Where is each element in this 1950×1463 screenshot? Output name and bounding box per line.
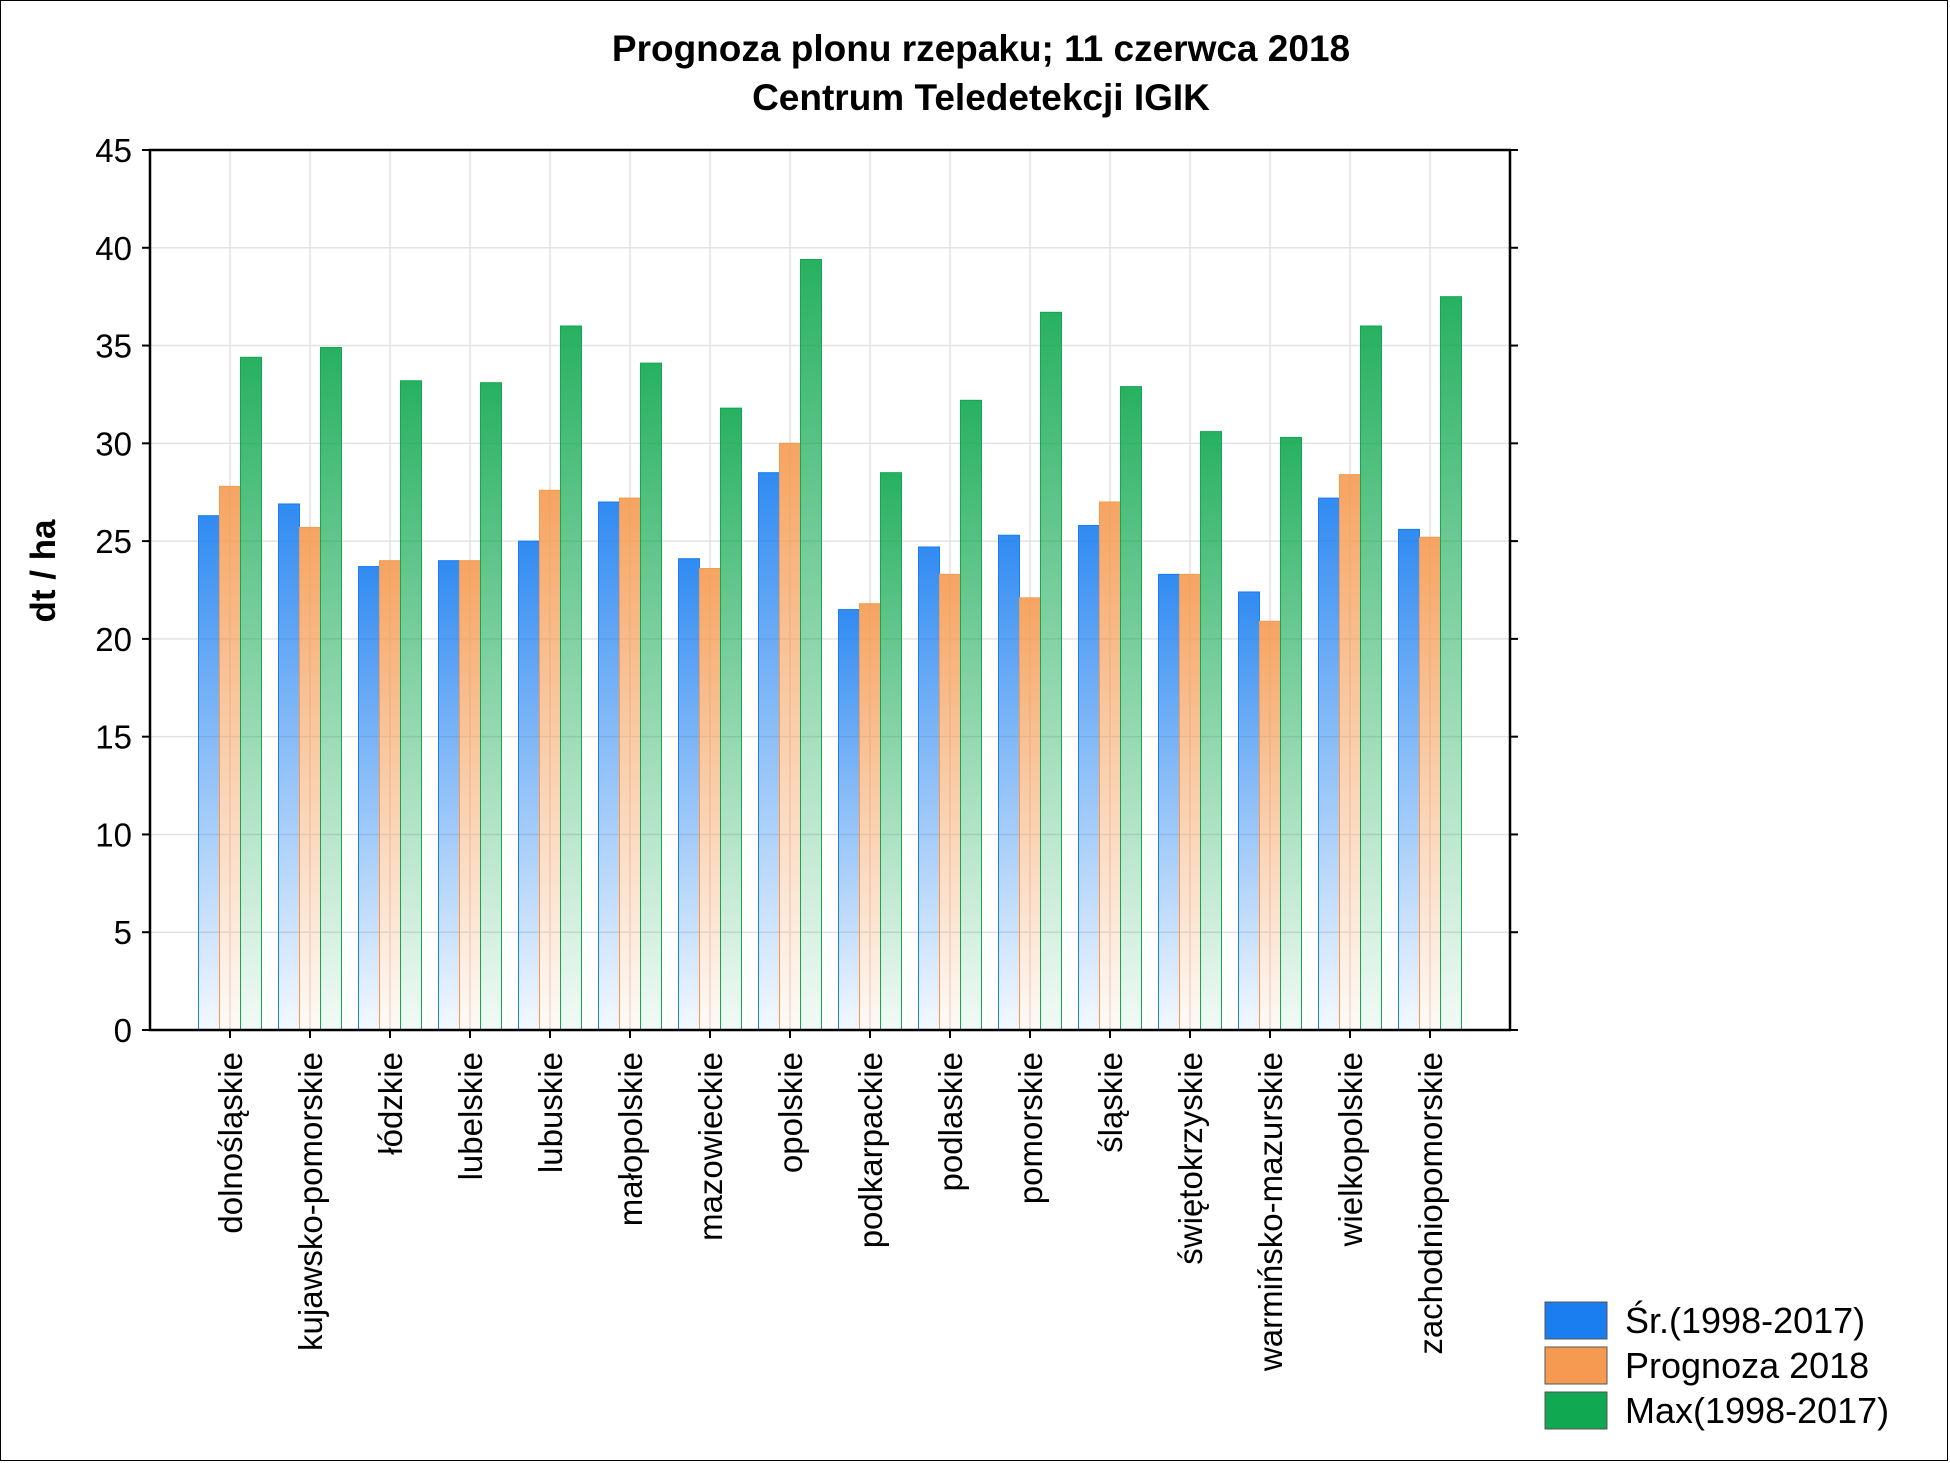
plot-area-border	[148, 148, 1512, 1032]
x-category-label: podlaskie	[932, 1052, 969, 1191]
bar	[1120, 386, 1142, 1031]
bar	[779, 442, 801, 1031]
x-category-label: śląskie	[1092, 1052, 1129, 1153]
legend-swatch	[1544, 1391, 1608, 1430]
bar	[1360, 325, 1382, 1031]
x-category-label: świętokrzyskie	[1172, 1052, 1209, 1265]
y-axis-label: dt / ha	[24, 519, 63, 623]
legend-swatch	[1544, 1301, 1608, 1340]
x-category-label: dolnośląskie	[212, 1052, 249, 1234]
bar	[278, 503, 300, 1031]
bar	[1179, 573, 1201, 1031]
bar	[1040, 311, 1062, 1031]
y-tick-label: 35	[95, 328, 132, 365]
bar	[1158, 573, 1180, 1031]
legend-label: Śr.(1998-2017)	[1625, 1299, 1865, 1341]
bar	[640, 362, 662, 1031]
x-category-label: wielkopolskie	[1332, 1052, 1369, 1247]
bar	[438, 560, 460, 1031]
x-category-label: lubelskie	[452, 1052, 489, 1180]
bar	[1318, 497, 1340, 1031]
bar	[539, 489, 561, 1031]
bar	[880, 472, 902, 1031]
y-tick-label: 45	[95, 132, 132, 169]
y-axis-ticks: 0 5 10 15 20 25 30 35 40 45	[95, 132, 1518, 1049]
bar	[1339, 474, 1361, 1031]
bar	[379, 560, 401, 1031]
bar	[518, 540, 540, 1031]
bar	[1019, 597, 1041, 1031]
bar	[720, 407, 742, 1031]
x-category-label: małopolskie	[612, 1052, 649, 1226]
bar	[598, 501, 620, 1031]
bar	[838, 609, 860, 1031]
bar	[758, 472, 780, 1031]
x-category-label: zachodniopomorskie	[1412, 1052, 1449, 1355]
x-category-label: lubuskie	[532, 1052, 569, 1173]
bar	[299, 526, 321, 1031]
bar	[198, 515, 220, 1031]
y-tick-label: 25	[95, 523, 132, 560]
y-tick-label: 20	[95, 621, 132, 658]
bar	[459, 560, 481, 1031]
bar	[219, 485, 241, 1031]
x-axis-category-labels: dolnośląskie kujawsko-pomorskie łódzkie lub…	[212, 1030, 1449, 1372]
bars	[198, 259, 1462, 1031]
bar	[240, 356, 262, 1031]
bar	[678, 558, 700, 1031]
x-category-label: opolskie	[772, 1052, 809, 1173]
legend-label: Prognoza 2018	[1625, 1345, 1869, 1386]
bar	[320, 347, 342, 1031]
y-tick-label: 40	[95, 230, 132, 267]
x-category-label: mazowieckie	[692, 1052, 729, 1241]
x-category-label: warmińsko-mazurskie	[1252, 1052, 1289, 1372]
bar	[1200, 431, 1222, 1031]
y-tick-label: 30	[95, 425, 132, 462]
bar	[1440, 296, 1462, 1031]
legend-label: Max(1998-2017)	[1625, 1390, 1889, 1431]
legend-swatch	[1544, 1346, 1608, 1385]
bar	[619, 497, 641, 1031]
x-category-label: łódzkie	[372, 1052, 409, 1155]
y-tick-label: 15	[95, 719, 132, 756]
bar	[560, 325, 582, 1031]
bar	[939, 573, 961, 1031]
bar	[1419, 536, 1441, 1031]
legend: Śr.(1998-2017)Prognoza 2018Max(1998-2017…	[1544, 1299, 1889, 1431]
bar	[1238, 591, 1260, 1031]
bar	[1078, 524, 1100, 1031]
x-category-label: pomorskie	[1012, 1052, 1049, 1204]
bar	[480, 382, 502, 1031]
bar	[800, 259, 822, 1031]
y-tick-label: 5	[114, 914, 132, 951]
chart-subtitle: Centrum Teledetekcji IGIK	[752, 77, 1210, 118]
bar	[1280, 436, 1302, 1031]
bar	[998, 534, 1020, 1031]
chart-title: Prognoza plonu rzepaku; 11 czerwca 2018	[612, 28, 1350, 69]
bar	[1398, 528, 1420, 1031]
bar	[400, 380, 422, 1031]
bar	[859, 603, 881, 1031]
gridlines	[150, 150, 1510, 1030]
x-category-label: podkarpackie	[852, 1052, 889, 1248]
bar	[1259, 620, 1281, 1031]
y-tick-label: 10	[95, 816, 132, 853]
bar	[699, 567, 721, 1031]
x-category-label: kujawsko-pomorskie	[292, 1052, 329, 1351]
bar	[1099, 501, 1121, 1031]
bar	[358, 566, 380, 1031]
y-tick-label: 0	[114, 1012, 132, 1049]
bar	[960, 399, 982, 1031]
bar	[918, 546, 940, 1031]
